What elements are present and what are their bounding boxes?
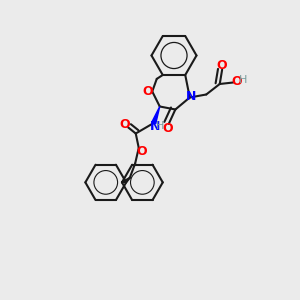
Text: H: H xyxy=(156,121,164,131)
Text: O: O xyxy=(136,145,147,158)
Text: H: H xyxy=(239,75,247,85)
Text: O: O xyxy=(162,122,172,135)
Text: N: N xyxy=(186,90,196,103)
Text: O: O xyxy=(232,75,242,88)
Text: O: O xyxy=(142,85,153,98)
Text: O: O xyxy=(216,58,226,72)
Text: N: N xyxy=(149,120,160,133)
Text: O: O xyxy=(119,118,130,131)
Polygon shape xyxy=(152,106,160,124)
